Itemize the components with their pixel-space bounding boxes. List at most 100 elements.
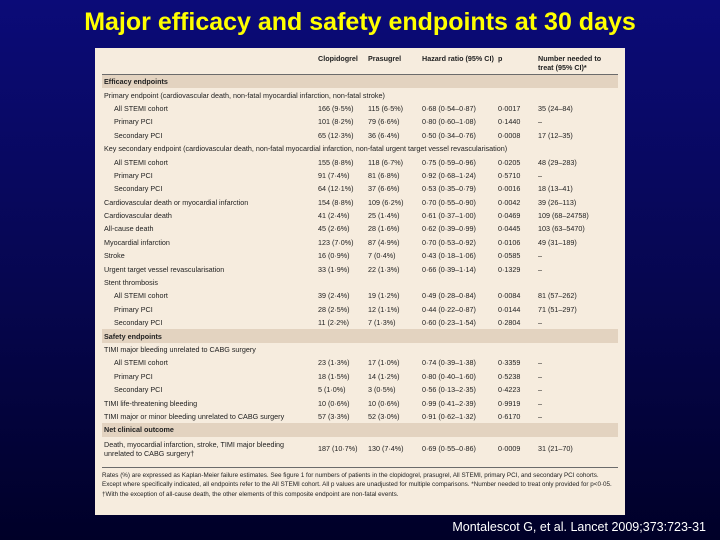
table-row: Stroke 16 (0·9%) 7 (0·4%) 0·43 (0·18–1·06) 0… bbox=[102, 249, 618, 262]
nnt-value: 109 (68–24758) bbox=[538, 211, 589, 221]
table-row: Primary PCI 101 (8·2%) 79 (6·6%) 0·80 (0·60… bbox=[102, 115, 618, 128]
endpoint-label: Stroke bbox=[104, 251, 125, 261]
p-value: 0·3359 bbox=[498, 358, 521, 368]
hazard-ratio-value: 0·69 (0·55–0·86) bbox=[422, 444, 476, 454]
p-value: 0·0585 bbox=[498, 251, 521, 261]
prasugrel-value: 81 (6·8%) bbox=[368, 170, 400, 180]
prasugrel-value: 87 (4·9%) bbox=[368, 237, 400, 247]
hazard-ratio-value: 0·49 (0·28–0·84) bbox=[422, 291, 476, 301]
endpoint-label: TIMI life-threatening bleeding bbox=[104, 398, 198, 408]
clopidogrel-value: 155 (8·8%) bbox=[318, 157, 354, 167]
clopidogrel-value: 5 (1·0%) bbox=[318, 385, 346, 395]
prasugrel-value: 28 (1·6%) bbox=[368, 224, 400, 234]
nnt-value: 48 (29–283) bbox=[538, 157, 577, 167]
endpoint-label: Primary PCI bbox=[114, 304, 153, 314]
section-label: Safety endpoints bbox=[102, 329, 618, 343]
prasugrel-value: 109 (6·2%) bbox=[368, 197, 404, 207]
hazard-ratio-value: 0·66 (0·39–1·14) bbox=[422, 264, 476, 274]
table-row: Secondary PCI 5 (1·0%) 3 (0·5%) 0·56 (0·13–… bbox=[102, 383, 618, 396]
nnt-value: – bbox=[538, 170, 542, 180]
nnt-value: 31 (21–70) bbox=[538, 444, 573, 454]
prasugrel-value: 52 (3·0%) bbox=[368, 411, 400, 421]
table-row: All STEMI cohort 39 (2·4%) 19 (1·2%) 0·49 (… bbox=[102, 289, 618, 302]
nnt-value: 18 (13–41) bbox=[538, 184, 573, 194]
prasugrel-value: 22 (1·3%) bbox=[368, 264, 400, 274]
clopidogrel-value: 101 (8·2%) bbox=[318, 117, 354, 127]
clopidogrel-value: 18 (1·5%) bbox=[318, 371, 350, 381]
table-body: Efficacy endpoints Primary endpoint (card… bbox=[102, 74, 618, 461]
table-row: TIMI major or minor bleeding unrelated t… bbox=[102, 410, 618, 423]
hazard-ratio-value: 0·92 (0·68–1·24) bbox=[422, 170, 476, 180]
clopidogrel-value: 64 (12·1%) bbox=[318, 184, 354, 194]
table-row: Stent thrombosis bbox=[102, 276, 618, 289]
endpoint-label: TIMI major or minor bleeding unrelated t… bbox=[104, 411, 285, 421]
table-row: Primary PCI 91 (7·4%) 81 (6·8%) 0·92 (0·68–… bbox=[102, 169, 618, 182]
hazard-ratio-value: 0·60 (0·23–1·54) bbox=[422, 318, 476, 328]
endpoint-label: All STEMI cohort bbox=[114, 291, 168, 301]
prasugrel-value: 7 (1·3%) bbox=[368, 318, 396, 328]
citation: Montalescot G, et al. Lancet 2009;373:72… bbox=[452, 520, 706, 534]
endpoint-label: Myocardial infarction bbox=[104, 237, 170, 247]
clopidogrel-value: 57 (3·3%) bbox=[318, 411, 350, 421]
table-footnote: Rates (%) are expressed as Kaplan-Meier … bbox=[102, 466, 618, 500]
table-row: Myocardial infarction 123 (7·0%) 87 (4·9%)… bbox=[102, 236, 618, 249]
clopidogrel-value: 154 (8·8%) bbox=[318, 197, 354, 207]
p-value: 0·1329 bbox=[498, 264, 521, 274]
p-value: 0·0009 bbox=[498, 444, 521, 454]
p-value: 0·1440 bbox=[498, 117, 521, 127]
prasugrel-value: 115 (6·5%) bbox=[368, 103, 404, 113]
nnt-value: 35 (24–84) bbox=[538, 103, 573, 113]
p-value: 0·0084 bbox=[498, 291, 521, 301]
table-row: Primary endpoint (cardiovascular death, … bbox=[102, 88, 618, 101]
endpoint-label: Secondary PCI bbox=[114, 184, 163, 194]
prasugrel-value: 36 (6·4%) bbox=[368, 130, 400, 140]
p-value: 0·0042 bbox=[498, 197, 521, 207]
clopidogrel-value: 65 (12·3%) bbox=[318, 130, 354, 140]
p-value: 0·6170 bbox=[498, 411, 521, 421]
nnt-value: 71 (51–297) bbox=[538, 304, 577, 314]
clopidogrel-value: 33 (1·9%) bbox=[318, 264, 350, 274]
prasugrel-value: 3 (0·5%) bbox=[368, 385, 396, 395]
header-p: p bbox=[496, 52, 536, 75]
nnt-value: 81 (57–262) bbox=[538, 291, 577, 301]
table-row: All STEMI cohort 155 (8·8%) 118 (6·7%) 0·75… bbox=[102, 155, 618, 168]
p-value: 0·4223 bbox=[498, 385, 521, 395]
nnt-value: – bbox=[538, 411, 542, 421]
header-hazard-ratio: Hazard ratio (95% CI) bbox=[420, 52, 496, 75]
hazard-ratio-value: 0·80 (0·60–1·08) bbox=[422, 117, 476, 127]
p-value: 0·0205 bbox=[498, 157, 521, 167]
hazard-ratio-value: 0·53 (0·35–0·79) bbox=[422, 184, 476, 194]
p-value: 0·2804 bbox=[498, 318, 521, 328]
table-row: Cardiovascular death or myocardial infar… bbox=[102, 196, 618, 209]
clopidogrel-value: 41 (2·4%) bbox=[318, 211, 350, 221]
group-label: Primary endpoint (cardiovascular death, … bbox=[104, 90, 385, 100]
clopidogrel-value: 123 (7·0%) bbox=[318, 237, 354, 247]
endpoint-label: Primary PCI bbox=[114, 117, 153, 127]
endpoint-label: Secondary PCI bbox=[114, 130, 163, 140]
slide-title: Major efficacy and safety endpoints at 3… bbox=[84, 8, 636, 36]
prasugrel-value: 10 (0·6%) bbox=[368, 398, 400, 408]
hazard-ratio-value: 0·75 (0·59–0·96) bbox=[422, 157, 476, 167]
prasugrel-value: 19 (1·2%) bbox=[368, 291, 400, 301]
p-value: 0·0144 bbox=[498, 304, 521, 314]
header-nnt: Number needed to treat (95% CI)* bbox=[536, 52, 618, 75]
table-row: Urgent target vessel revascularisation 33… bbox=[102, 262, 618, 275]
clopidogrel-value: 187 (10·7%) bbox=[318, 444, 358, 454]
endpoint-label: All-cause death bbox=[104, 224, 154, 234]
endpoint-label: Secondary PCI bbox=[114, 318, 163, 328]
clopidogrel-value: 39 (2·4%) bbox=[318, 291, 350, 301]
header-clopidogrel: Clopidogrel bbox=[316, 52, 366, 75]
endpoint-label: Death, myocardial infarction, stroke, TI… bbox=[104, 439, 285, 458]
nnt-value: – bbox=[538, 251, 542, 261]
endpoint-label: Urgent target vessel revascularisation bbox=[104, 264, 225, 274]
group-label: Stent thrombosis bbox=[104, 278, 158, 288]
table-row: All STEMI cohort 23 (1·3%) 17 (1·0%) 0·74 (… bbox=[102, 356, 618, 369]
hazard-ratio-value: 0·43 (0·18–1·06) bbox=[422, 251, 476, 261]
table-row: TIMI major bleeding unrelated to CABG su… bbox=[102, 343, 618, 356]
prasugrel-value: 79 (6·6%) bbox=[368, 117, 400, 127]
endpoint-label: All STEMI cohort bbox=[114, 358, 168, 368]
nnt-value: – bbox=[538, 385, 542, 395]
p-value: 0·0017 bbox=[498, 103, 521, 113]
clopidogrel-value: 28 (2·5%) bbox=[318, 304, 350, 314]
endpoint-label: Cardiovascular death or myocardial infar… bbox=[104, 197, 249, 207]
